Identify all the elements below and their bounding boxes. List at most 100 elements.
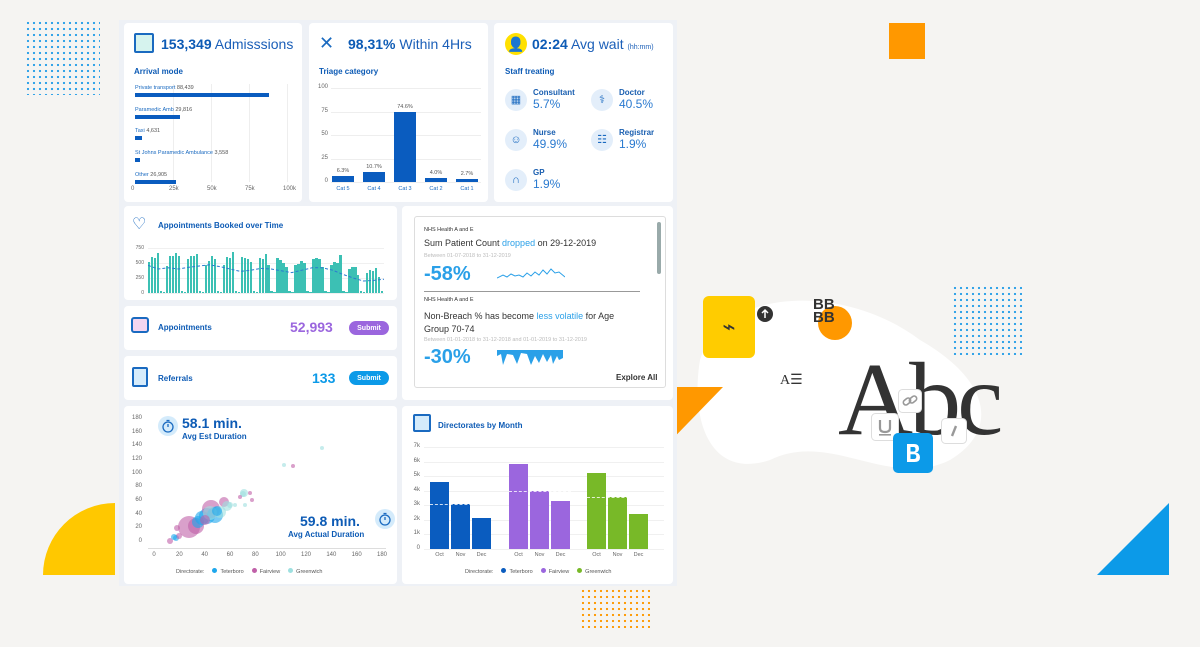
tick-label: 250 xyxy=(135,275,144,281)
legend-title: Directorate: xyxy=(176,568,205,575)
gridline xyxy=(424,461,664,463)
tick-label: Nov xyxy=(455,552,466,558)
bar xyxy=(186,259,190,293)
bar xyxy=(608,496,627,549)
duration-actual-icon xyxy=(375,509,395,529)
staff-value: 40.5% xyxy=(619,97,654,111)
arrival-mode-title: Arrival mode xyxy=(134,67,183,76)
tick-label: 0 xyxy=(138,538,142,544)
bar-label: Other 26,905 xyxy=(135,171,168,178)
bar xyxy=(629,514,648,549)
scrollbar[interactable] xyxy=(657,222,661,274)
tick-label: Cat 2 xyxy=(429,186,443,192)
staff-consultant: ▦ Consultant 5.7% xyxy=(505,88,575,111)
tick-label: 180 xyxy=(131,415,142,421)
referrals-label: Referrals xyxy=(158,374,193,383)
tick-label: 60 xyxy=(226,552,234,558)
calendar-icon: ▦ xyxy=(505,88,527,111)
tick-label: 80 xyxy=(251,552,259,558)
bar-label: St Johns Paramedic Ambulance 3,558 xyxy=(135,150,229,157)
referral-document-icon xyxy=(132,367,148,387)
triage-heading: 98,31% Within 4Hrs xyxy=(348,36,472,52)
average-line xyxy=(430,503,492,505)
tick-label: 100 xyxy=(318,84,329,90)
insight-text-post: for Age Group 70-74 xyxy=(424,311,615,334)
data-point xyxy=(233,503,238,508)
x-axis xyxy=(148,548,386,549)
tick-label: 140 xyxy=(326,552,337,558)
staff-value: 49.9% xyxy=(533,137,568,151)
bar xyxy=(246,259,249,293)
insight-source: NHS Health A and E xyxy=(424,297,474,303)
tick-label: Cat 1 xyxy=(460,186,474,192)
bar xyxy=(297,264,300,293)
insight-highlight[interactable]: less volatile xyxy=(536,311,584,321)
data-point xyxy=(291,464,296,469)
tick-label: 25k xyxy=(169,186,179,192)
bar xyxy=(309,291,312,293)
data-point xyxy=(238,494,243,499)
legend-item: Greenwich xyxy=(577,568,611,575)
referrals-submit-button[interactable]: Submit xyxy=(349,371,389,385)
legend-item: Fairview xyxy=(251,568,280,575)
directorates-title: Directorates by Month xyxy=(438,421,523,430)
appointments-value: 52,993 xyxy=(290,319,333,335)
tick-label: 140 xyxy=(131,442,142,449)
bold-icon xyxy=(893,433,933,473)
white-blob xyxy=(697,300,982,469)
appointments-submit-button[interactable]: Submit xyxy=(349,321,389,335)
staff-label: Registrar xyxy=(619,128,655,137)
bar xyxy=(135,114,181,119)
tick-label: 75k xyxy=(245,186,255,192)
tick-label: Cat 3 xyxy=(398,186,412,192)
tick-label: 0 xyxy=(152,552,156,558)
insight-value: -58% xyxy=(424,263,471,285)
bar xyxy=(321,267,324,293)
gridline xyxy=(148,293,384,294)
staff-label: Nurse xyxy=(533,128,556,137)
staff-icon: 👤 xyxy=(505,33,527,55)
bar xyxy=(375,268,378,293)
explore-all-link[interactable]: Explore All xyxy=(616,373,658,382)
bar xyxy=(192,256,196,293)
data-point xyxy=(248,490,253,495)
bar xyxy=(318,259,321,293)
clipboard-icon: ☷ xyxy=(591,128,613,151)
data-point xyxy=(167,538,174,545)
bar xyxy=(303,263,306,293)
staff-value: 1.9% xyxy=(533,177,561,191)
tick-label: Cat 4 xyxy=(367,186,381,192)
data-point xyxy=(171,534,178,541)
bar xyxy=(252,291,255,293)
italic-icon xyxy=(941,418,967,444)
insight-source: NHS Health A and E xyxy=(424,227,474,233)
bar xyxy=(294,265,297,293)
data-point xyxy=(173,525,180,532)
avg-actual-label: Avg Actual Duration xyxy=(288,530,365,539)
data-label: 74.6% xyxy=(397,103,413,110)
bar xyxy=(201,291,205,293)
bar xyxy=(213,258,217,293)
bar xyxy=(354,267,357,293)
tick-label: 20 xyxy=(135,524,142,531)
staff-treating-title: Staff treating xyxy=(505,67,555,76)
bar xyxy=(312,258,315,293)
bar xyxy=(222,265,226,293)
tick-label: Cat 5 xyxy=(336,186,350,192)
bar xyxy=(276,257,279,293)
gridline xyxy=(287,84,288,182)
data-point xyxy=(199,515,210,526)
gridline xyxy=(249,84,250,182)
paragraph-icon: A☰ xyxy=(780,373,803,388)
tick-label: 5k xyxy=(413,472,420,479)
bar xyxy=(336,263,339,293)
bar xyxy=(267,264,270,293)
bar xyxy=(332,176,354,182)
bar xyxy=(330,265,333,293)
data-point xyxy=(227,502,233,509)
insight-highlight[interactable]: dropped xyxy=(502,238,536,248)
trend-line xyxy=(148,264,384,282)
data-point xyxy=(320,445,325,450)
bar xyxy=(148,261,151,293)
dot-pattern xyxy=(25,20,100,95)
